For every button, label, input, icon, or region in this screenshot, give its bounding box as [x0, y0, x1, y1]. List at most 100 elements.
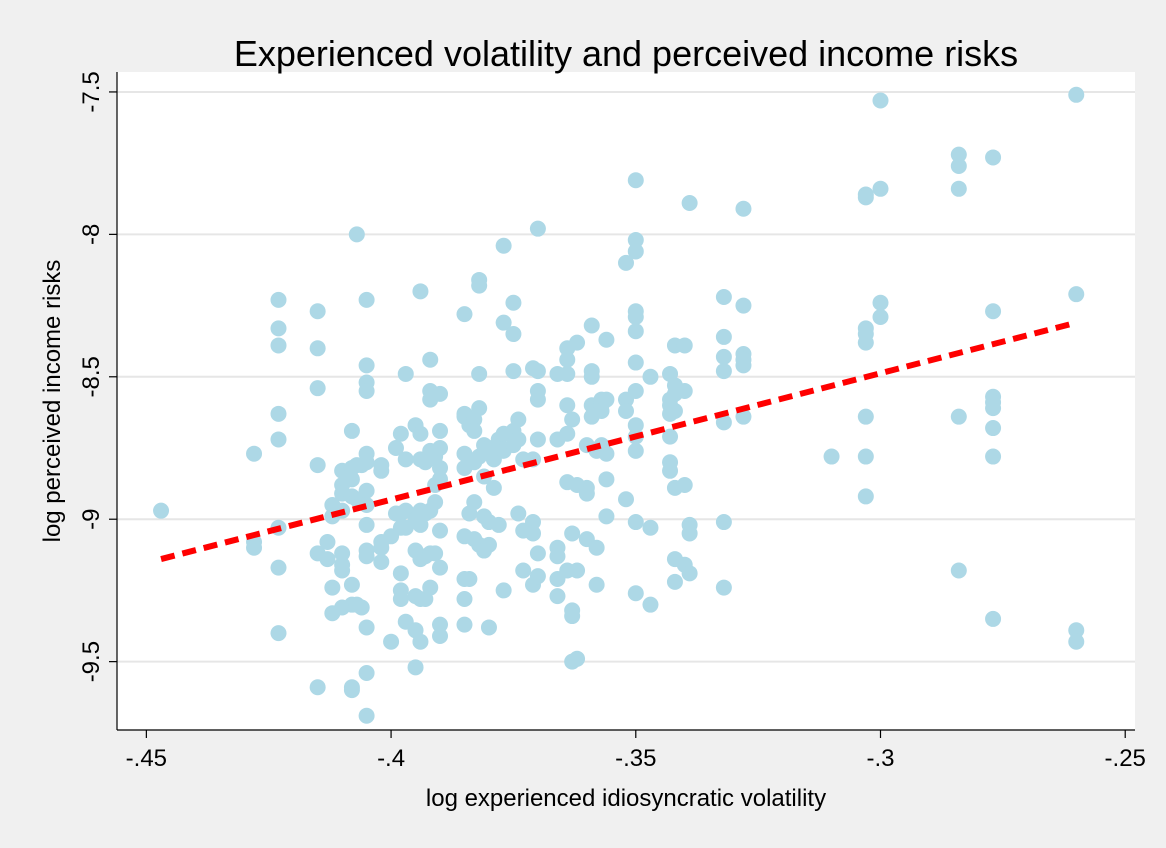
data-point — [569, 334, 586, 351]
data-point — [466, 422, 483, 439]
data-point — [270, 337, 287, 354]
gridlines — [117, 90, 1135, 663]
data-point — [662, 428, 679, 445]
data-point — [412, 283, 429, 300]
data-point — [397, 365, 414, 382]
data-point — [676, 477, 693, 494]
data-point — [373, 462, 390, 479]
data-point — [461, 571, 478, 588]
y-tick-label: -9 — [78, 509, 105, 530]
data-point — [397, 451, 414, 468]
data-point — [950, 158, 967, 174]
x-axis-label: log experienced idiosyncratic volatility — [426, 785, 826, 812]
data-point — [309, 340, 326, 357]
data-point — [715, 328, 732, 345]
y-tick-label: -8.5 — [78, 356, 105, 397]
data-point — [1068, 633, 1085, 650]
data-point — [985, 420, 1002, 437]
data-point — [823, 448, 840, 465]
data-point — [358, 707, 375, 724]
data-point — [642, 368, 659, 385]
data-point — [627, 585, 644, 602]
data-point — [985, 400, 1002, 417]
data-point — [270, 431, 287, 448]
data-point — [358, 454, 375, 471]
data-point — [872, 92, 889, 109]
data-point — [343, 682, 360, 699]
data-point — [627, 442, 644, 459]
data-point — [358, 665, 375, 682]
data-point — [358, 548, 375, 565]
data-point — [618, 254, 634, 271]
data-point — [319, 534, 336, 550]
data-point — [466, 494, 483, 511]
data-point — [588, 576, 605, 593]
data-point — [985, 610, 1002, 627]
data-point — [642, 596, 659, 613]
data-point — [270, 320, 287, 337]
chart-title: Experienced volatility and perceived inc… — [234, 33, 1018, 74]
data-point — [456, 616, 473, 633]
fit-line — [160, 319, 1078, 562]
data-point — [569, 562, 586, 579]
data-point — [348, 226, 365, 243]
x-tick-label: -.3 — [866, 745, 894, 772]
data-point — [666, 573, 683, 590]
data-point — [549, 548, 566, 565]
data-point — [857, 448, 874, 465]
data-point — [456, 590, 473, 607]
data-point — [495, 582, 512, 599]
data-point — [412, 633, 429, 650]
data-point — [529, 363, 546, 380]
data-point — [857, 408, 874, 425]
data-point — [715, 289, 732, 306]
data-point — [358, 619, 375, 636]
data-point — [681, 565, 698, 582]
data-point — [715, 363, 732, 380]
data-point — [495, 314, 512, 331]
data-point — [627, 172, 644, 189]
data-point — [343, 471, 360, 488]
y-tick-label: -8 — [78, 224, 105, 245]
data-point — [495, 237, 512, 254]
data-point — [358, 482, 375, 499]
data-point — [480, 536, 497, 553]
data-point — [343, 422, 360, 439]
data-point — [485, 479, 502, 496]
data-point — [588, 539, 605, 556]
data-point — [627, 323, 644, 340]
data-point — [525, 525, 542, 542]
data-point — [627, 232, 644, 249]
data-point — [559, 351, 576, 368]
data-point — [950, 562, 967, 579]
x-tick-label: -.4 — [377, 745, 405, 772]
data-point — [505, 363, 522, 380]
data-point — [373, 553, 390, 570]
data-point — [529, 220, 546, 237]
data-point — [1068, 286, 1085, 303]
data-point — [529, 391, 546, 408]
data-point — [422, 579, 439, 596]
data-point — [559, 425, 576, 442]
data-point — [872, 180, 889, 197]
data-point — [480, 619, 497, 636]
axes — [116, 72, 1135, 731]
data-point — [598, 508, 615, 525]
data-point — [358, 383, 375, 400]
data-point — [985, 149, 1002, 166]
data-point — [681, 195, 698, 212]
data-point — [666, 402, 683, 419]
data-point — [872, 308, 889, 325]
data-point — [583, 317, 600, 334]
data-point — [583, 363, 600, 380]
data-point — [471, 277, 488, 294]
data-point — [559, 397, 576, 414]
data-point — [618, 491, 634, 508]
data-point — [627, 354, 644, 371]
data-point — [432, 385, 449, 402]
data-point — [510, 505, 527, 522]
x-tick-label: -.25 — [1105, 745, 1146, 772]
data-point — [432, 628, 449, 644]
